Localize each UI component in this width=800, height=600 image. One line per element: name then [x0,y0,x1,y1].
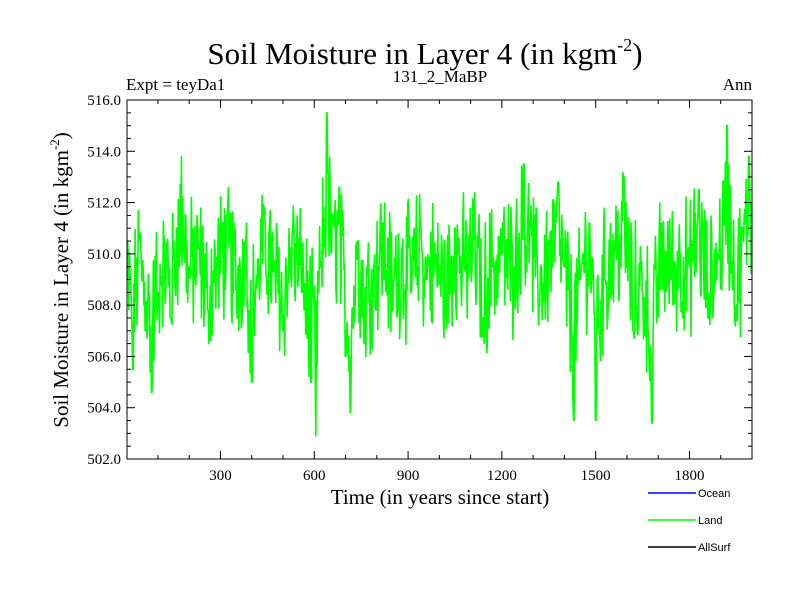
legend-label-land: Land [698,515,722,527]
legend-label-allsurf: AllSurf [698,542,731,554]
x-tick-label: 600 [303,468,326,484]
experiment-label: Expt = teyDa1 [126,75,225,94]
x-axis-label: Time (in years since start) [331,485,550,509]
season-label: Ann [723,75,753,94]
series-line-land [127,112,752,437]
x-tick-label: 300 [209,468,232,484]
x-tick-label: 1500 [581,468,611,484]
y-tick-label: 504.0 [87,401,121,417]
y-tick-label: 508.0 [87,298,121,314]
x-axis: 300 600 900 1200 1500 1800 [157,100,722,484]
x-tick-label: 900 [397,468,420,484]
x-tick-label: 1800 [674,468,704,484]
chart-title: Soil Moisture in Layer 4 (in kgm-2) [207,35,642,71]
y-tick-label: 514.0 [87,144,121,160]
period-label: 131_2_MaBP [393,67,487,86]
legend: Ocean Land AllSurf [648,488,731,554]
y-axis: 502.0 504.0 506.0 508.0 510.0 512.0 514.0 516.0 [87,93,752,468]
y-tick-label: 512.0 [87,196,121,212]
y-tick-label: 510.0 [87,247,121,263]
legend-label-ocean: Ocean [698,488,730,500]
y-tick-label: 506.0 [87,349,121,365]
y-axis-label: Soil Moisture in Layer 4 (in kgm-2) [47,132,73,427]
y-tick-label: 516.0 [87,93,121,109]
plot-data-layer [127,112,752,437]
y-tick-label: 502.0 [87,452,121,468]
x-tick-label: 1200 [487,468,517,484]
